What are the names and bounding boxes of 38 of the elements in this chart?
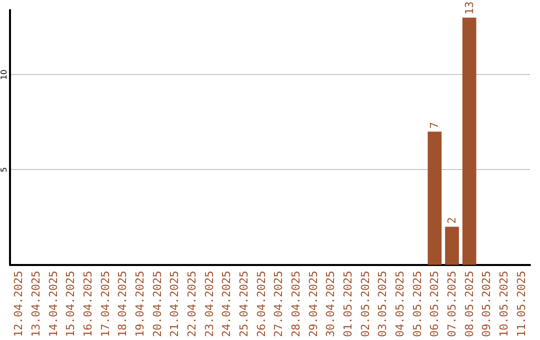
x-tick-label: 20.04.2025	[150, 270, 164, 338]
x-tick-label: 06.05.2025	[428, 270, 442, 338]
x-tick-label: 08.05.2025	[462, 270, 476, 338]
x-tick-label: 26.04.2025	[254, 270, 268, 338]
y-tick-label: 5	[0, 167, 8, 172]
x-tick-label: 03.05.2025	[376, 270, 390, 338]
x-tick-label: 13.04.2025	[30, 270, 42, 338]
x-tick-label: 04.05.2025	[394, 270, 406, 338]
x-tick-label: 25.04.2025	[238, 270, 250, 338]
x-tick-label: 16.04.2025	[82, 270, 94, 338]
x-tick-label: 29.04.2025	[306, 270, 320, 338]
x-tick-label: 02.05.2025	[358, 270, 372, 338]
x-tick-label: 28.04.2025	[290, 270, 302, 338]
x-tick-label: 30.04.2025	[324, 270, 338, 338]
x-tick-label: 18.04.2025	[116, 270, 130, 338]
data-label: 13	[462, 1, 476, 15]
x-tick-label: 07.05.2025	[446, 270, 458, 338]
x-tick-label: 19.04.2025	[134, 270, 146, 338]
y-tick-label: 10	[0, 70, 8, 80]
x-tick-label: 21.04.2025	[168, 270, 182, 338]
x-tick-label: 23.04.2025	[202, 270, 216, 338]
x-tick-label: 17.04.2025	[98, 270, 112, 338]
x-tick-label: 09.05.2025	[480, 270, 494, 338]
x-tick-label: 24.04.2025	[220, 270, 234, 338]
x-tick-label: 15.04.2025	[64, 270, 78, 338]
x-tick-label: 27.04.2025	[272, 270, 286, 338]
x-tick-label: 10.05.2025	[498, 270, 510, 338]
x-tick-label: 12.04.2025	[12, 270, 26, 338]
x-tick-label: 22.04.2025	[186, 270, 198, 338]
x-tick-label: 01.05.2025	[342, 270, 354, 338]
data-label: 2	[446, 217, 458, 224]
bar	[445, 226, 459, 265]
bar	[462, 18, 476, 265]
x-tick-label: 11.05.2025	[514, 270, 528, 338]
x-tick-label: 14.04.2025	[46, 270, 60, 338]
bar	[428, 132, 442, 265]
x-tick-label: 05.05.2025	[410, 270, 424, 338]
data-label: 7	[428, 122, 442, 129]
